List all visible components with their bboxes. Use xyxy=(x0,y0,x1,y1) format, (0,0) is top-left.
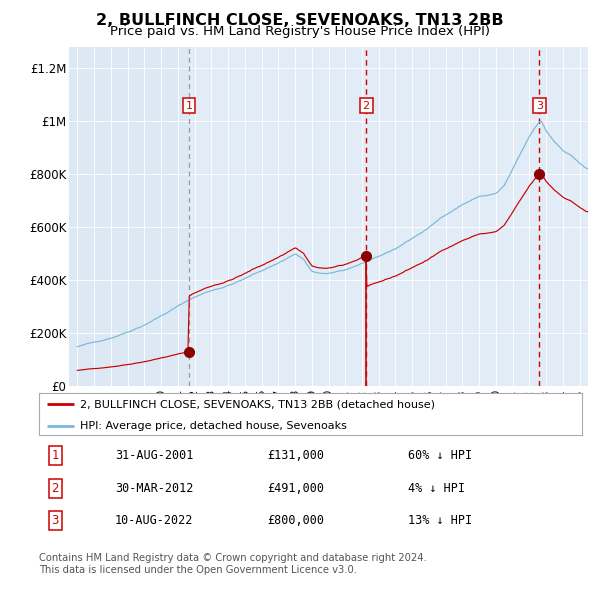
Text: £800,000: £800,000 xyxy=(267,514,324,527)
Text: 3: 3 xyxy=(52,514,59,527)
Bar xyxy=(366,47,588,386)
Text: 30-MAR-2012: 30-MAR-2012 xyxy=(115,481,193,495)
Text: 2, BULLFINCH CLOSE, SEVENOAKS, TN13 2BB: 2, BULLFINCH CLOSE, SEVENOAKS, TN13 2BB xyxy=(96,13,504,28)
Text: 60% ↓ HPI: 60% ↓ HPI xyxy=(408,449,472,463)
Text: 1: 1 xyxy=(52,449,59,463)
Bar xyxy=(189,47,366,386)
Text: 31-AUG-2001: 31-AUG-2001 xyxy=(115,449,193,463)
Text: Contains HM Land Registry data © Crown copyright and database right 2024.
This d: Contains HM Land Registry data © Crown c… xyxy=(39,553,427,575)
Text: 10-AUG-2022: 10-AUG-2022 xyxy=(115,514,193,527)
Text: £131,000: £131,000 xyxy=(267,449,324,463)
Text: 13% ↓ HPI: 13% ↓ HPI xyxy=(408,514,472,527)
Text: 2: 2 xyxy=(52,481,59,495)
Text: £491,000: £491,000 xyxy=(267,481,324,495)
Text: HPI: Average price, detached house, Sevenoaks: HPI: Average price, detached house, Seve… xyxy=(80,421,347,431)
Text: 3: 3 xyxy=(536,100,543,110)
Text: 2, BULLFINCH CLOSE, SEVENOAKS, TN13 2BB (detached house): 2, BULLFINCH CLOSE, SEVENOAKS, TN13 2BB … xyxy=(80,399,435,409)
Text: 4% ↓ HPI: 4% ↓ HPI xyxy=(408,481,465,495)
Text: 1: 1 xyxy=(185,100,193,110)
Text: Price paid vs. HM Land Registry's House Price Index (HPI): Price paid vs. HM Land Registry's House … xyxy=(110,25,490,38)
Text: 2: 2 xyxy=(362,100,370,110)
